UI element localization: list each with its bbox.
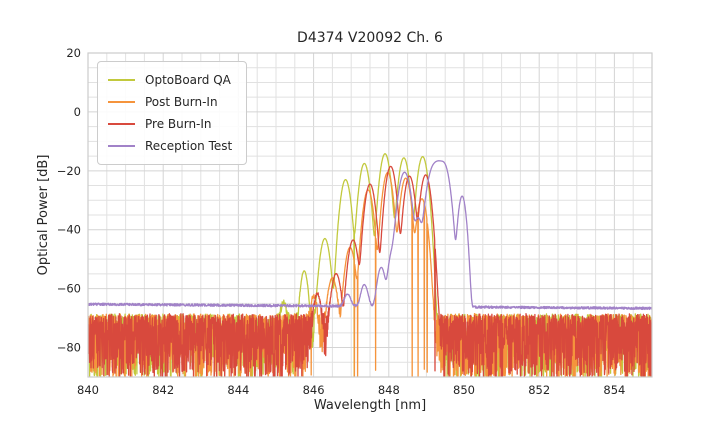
tick-labels: 840 842 844 846 848 850 852 854 20 0 −20 −40 −60 −80 <box>57 46 626 397</box>
legend-line-swatch-post-burn-in <box>108 101 135 103</box>
y-tick-label: 20 <box>66 46 81 60</box>
x-axis-label: Wavelength [nm] <box>313 398 427 413</box>
legend-line-swatch-pre-burn-in <box>108 123 135 125</box>
axes-spines <box>87 52 653 378</box>
legend-label: OptoBoard QA <box>145 73 231 87</box>
trace-reception-test <box>88 160 652 311</box>
legend-label: Pre Burn-In <box>145 117 212 131</box>
legend-item-pre-burn-in: Pre Burn-In <box>108 113 232 135</box>
x-tick-label: 852 <box>528 383 550 397</box>
y-axis-label: Optical Power [dB] <box>36 154 51 276</box>
x-tick-label: 846 <box>303 383 325 397</box>
legend-label: Post Burn-In <box>145 95 218 109</box>
trace-pre-burn-in <box>88 165 652 377</box>
legend-item-post-burn-in: Post Burn-In <box>108 91 232 113</box>
legend: OptoBoard QA Post Burn-In Pre Burn-In Re… <box>97 61 248 165</box>
y-tick-label: 0 <box>74 105 81 119</box>
chart-title: D4374 V20092 Ch. 6 <box>297 30 443 46</box>
legend-line-swatch-reception-test <box>108 145 135 147</box>
x-tick-label: 844 <box>227 383 249 397</box>
traces <box>88 153 652 377</box>
legend-item-optoboard-qa: OptoBoard QA <box>108 69 232 91</box>
x-tick-label: 842 <box>152 383 174 397</box>
legend-label: Reception Test <box>145 139 233 153</box>
legend-line-swatch-optoboard-qa <box>108 79 135 81</box>
y-tick-label: −80 <box>57 341 81 355</box>
y-tick-label: −40 <box>57 223 81 237</box>
y-tick-label: −60 <box>57 282 81 296</box>
legend-item-reception-test: Reception Test <box>108 135 232 157</box>
x-tick-label: 854 <box>603 383 625 397</box>
x-tick-label: 840 <box>77 383 99 397</box>
x-tick-label: 848 <box>378 383 400 397</box>
y-tick-label: −20 <box>57 164 81 178</box>
x-tick-label: 850 <box>453 383 475 397</box>
